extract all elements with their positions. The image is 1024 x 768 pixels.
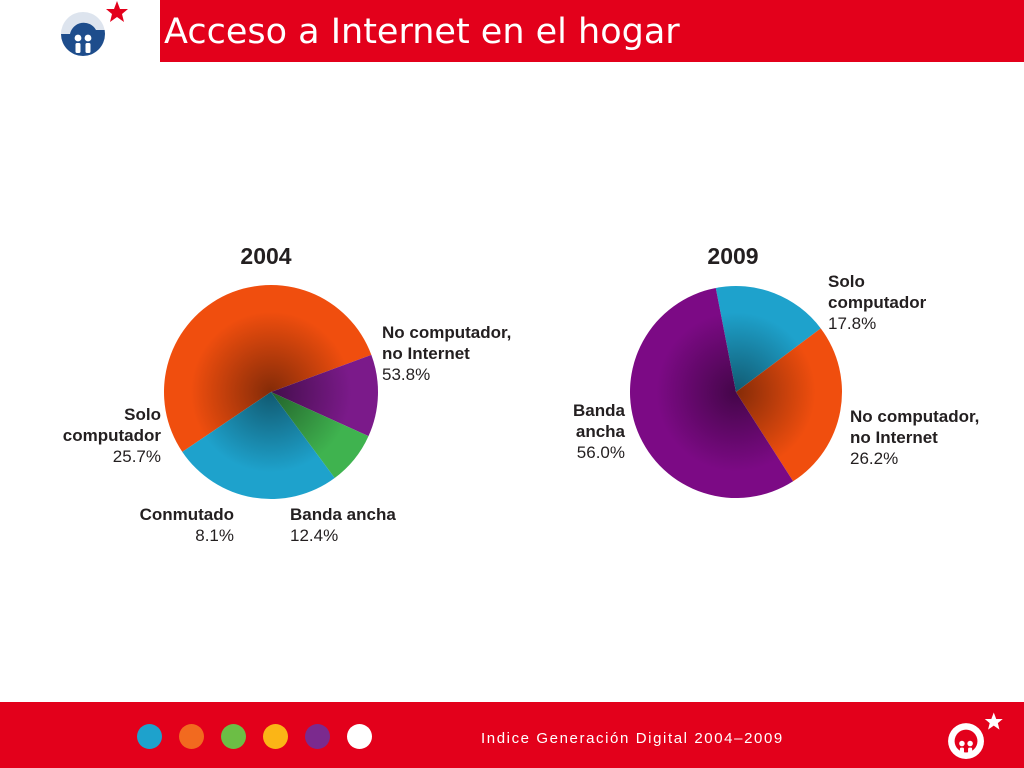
pie-charts: 2004 No computador, no Internet 53.8% Banda … (63, 243, 980, 545)
slice-label: Conmutado 8.1% (140, 505, 234, 545)
color-dot (221, 724, 246, 749)
color-dot (263, 724, 288, 749)
pie-slice (182, 392, 335, 500)
logo-icon (948, 712, 1003, 760)
pie-slice (715, 286, 821, 392)
pie-slice (164, 285, 372, 452)
color-dot (179, 724, 204, 749)
slice-label: Banda ancha 12.4% (290, 505, 396, 545)
color-dot (305, 724, 330, 749)
logo-icon (60, 1, 128, 56)
footer-bar: Indice Generación Digital 2004–2009 (0, 702, 1024, 768)
pie-slice (271, 354, 378, 437)
pie-slice (629, 287, 794, 499)
slice-label: Solo computador 17.8% (828, 272, 927, 333)
slice-label: No computador, no Internet 53.8% (382, 323, 511, 384)
pie-slice (736, 328, 842, 482)
slice-label: Solo computador 25.7% (63, 405, 162, 466)
chart-title: 2009 (707, 243, 758, 269)
slice-label: No computador, no Internet 26.2% (850, 407, 979, 468)
pie-chart-2004: 2004 No computador, no Internet 53.8% Banda … (63, 243, 512, 545)
color-dots (137, 724, 372, 749)
page-title: Acceso a Internet en el hogar (164, 12, 680, 52)
pie-chart-2009: 2009 Solo computador 17.8% No computador, no … (573, 243, 979, 499)
color-dot (347, 724, 372, 749)
color-dot (137, 724, 162, 749)
slice-label: Banda ancha 56.0% (573, 401, 626, 462)
title-bar: Acceso a Internet en el hogar (160, 0, 1024, 62)
chart-title: 2004 (240, 243, 291, 269)
pie-slice (271, 392, 369, 478)
footer-text: Indice Generación Digital 2004–2009 (481, 730, 784, 747)
